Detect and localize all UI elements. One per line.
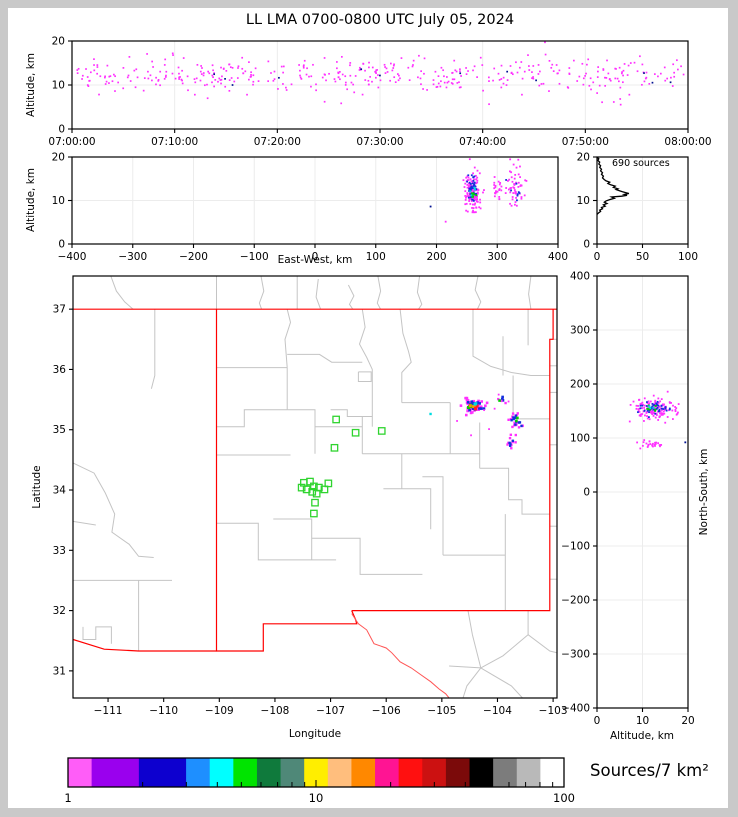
svg-text:34: 34 bbox=[53, 485, 67, 497]
svg-text:10: 10 bbox=[309, 791, 324, 805]
svg-text:50: 50 bbox=[636, 251, 649, 263]
map-xlabel: Longitude bbox=[288, 728, 342, 740]
panel-alt-histogram: 0 50 100 0 10 20 bbox=[577, 152, 698, 264]
svg-text:35: 35 bbox=[53, 424, 66, 436]
svg-text:10: 10 bbox=[577, 195, 590, 207]
svg-text:−109: −109 bbox=[205, 705, 234, 717]
svg-text:−107: −107 bbox=[316, 705, 345, 717]
svg-text:20: 20 bbox=[52, 36, 65, 48]
svg-text:100: 100 bbox=[570, 433, 590, 445]
svg-text:0: 0 bbox=[594, 251, 601, 263]
svg-text:−100: −100 bbox=[561, 541, 590, 553]
svg-text:10: 10 bbox=[636, 715, 649, 727]
panel-time-height: 07:00:00 07:10:00 07:20:00 07:30:00 07:40:00… bbox=[48, 36, 711, 149]
svg-text:−110: −110 bbox=[149, 705, 178, 717]
svg-text:100: 100 bbox=[678, 251, 698, 263]
svg-text:20: 20 bbox=[681, 715, 694, 727]
svg-text:07:40:00: 07:40:00 bbox=[459, 136, 506, 148]
svg-text:0: 0 bbox=[583, 487, 590, 499]
svg-text:07:20:00: 07:20:00 bbox=[254, 136, 301, 148]
altitude-profile-line bbox=[597, 157, 630, 215]
svg-text:0: 0 bbox=[583, 239, 590, 251]
svg-text:0: 0 bbox=[312, 251, 319, 263]
svg-text:300: 300 bbox=[570, 325, 590, 337]
map-station-markers bbox=[297, 415, 386, 518]
map-source-points bbox=[429, 393, 524, 450]
svg-text:20: 20 bbox=[52, 152, 65, 164]
panel-ns-height: 0 10 20 400 300 200 100 0 −100 −200 −300 −400 bbox=[561, 271, 695, 728]
svg-text:37: 37 bbox=[53, 304, 66, 316]
svg-text:10: 10 bbox=[52, 195, 65, 207]
svg-text:100: 100 bbox=[366, 251, 386, 263]
svg-text:36: 36 bbox=[53, 364, 67, 376]
svg-text:−300: −300 bbox=[118, 251, 147, 263]
svg-text:200: 200 bbox=[426, 251, 446, 263]
svg-text:07:10:00: 07:10:00 bbox=[151, 136, 198, 148]
time-height-ylabel: Altitude, km bbox=[25, 52, 37, 118]
svg-text:−300: −300 bbox=[561, 649, 590, 661]
svg-text:−105: −105 bbox=[427, 705, 456, 717]
svg-text:07:50:00: 07:50:00 bbox=[562, 136, 609, 148]
svg-text:08:00:00: 08:00:00 bbox=[664, 136, 711, 148]
map-ylabel: Latitude bbox=[31, 465, 43, 509]
panel-map: −111 −110 −109 −108 −107 −106 −105 −104 −103 31 32… bbox=[53, 275, 568, 717]
svg-text:10: 10 bbox=[52, 80, 65, 92]
svg-text:31: 31 bbox=[53, 665, 66, 677]
svg-text:400: 400 bbox=[570, 271, 590, 283]
ns-height-xlabel: Altitude, km bbox=[609, 730, 675, 742]
svg-text:0: 0 bbox=[58, 239, 65, 251]
figure-title: LL LMA 0700-0800 UTC July 05, 2024 bbox=[245, 12, 515, 28]
svg-text:−111: −111 bbox=[94, 705, 123, 717]
svg-text:−400: −400 bbox=[58, 251, 87, 263]
svg-text:100: 100 bbox=[553, 791, 575, 805]
svg-text:300: 300 bbox=[487, 251, 507, 263]
svg-text:−200: −200 bbox=[179, 251, 208, 263]
ew-height-xlabel: East-West, km bbox=[277, 254, 353, 266]
svg-text:200: 200 bbox=[570, 379, 590, 391]
colorbar: 1 10 100 bbox=[64, 757, 575, 805]
ns-height-ylabel: North-South, km bbox=[698, 448, 710, 536]
svg-text:0: 0 bbox=[58, 124, 65, 136]
rio-grande-border-line bbox=[351, 613, 450, 698]
histogram-annotation: 690 sources bbox=[612, 158, 670, 169]
svg-text:33: 33 bbox=[53, 545, 66, 557]
panel-ew-height: −400 −300 −200 −100 0 100 200 300 400 0 10 20 bbox=[52, 152, 568, 264]
svg-text:07:00:00: 07:00:00 bbox=[48, 136, 95, 148]
svg-text:−100: −100 bbox=[240, 251, 269, 263]
svg-text:20: 20 bbox=[577, 152, 590, 164]
svg-text:400: 400 bbox=[548, 251, 568, 263]
svg-text:−103: −103 bbox=[539, 705, 568, 717]
ew-height-ylabel: Altitude, km bbox=[25, 167, 37, 233]
svg-text:−108: −108 bbox=[261, 705, 290, 717]
map-county-lines bbox=[73, 276, 557, 698]
svg-text:0: 0 bbox=[594, 715, 601, 727]
svg-text:−200: −200 bbox=[561, 595, 590, 607]
colorbar-label: Sources/7 km² bbox=[590, 761, 709, 780]
svg-text:32: 32 bbox=[53, 605, 66, 617]
svg-text:07:30:00: 07:30:00 bbox=[356, 136, 403, 148]
svg-text:−400: −400 bbox=[561, 703, 590, 715]
svg-text:1: 1 bbox=[64, 791, 71, 805]
svg-text:−104: −104 bbox=[483, 705, 512, 717]
svg-text:−106: −106 bbox=[372, 705, 401, 717]
